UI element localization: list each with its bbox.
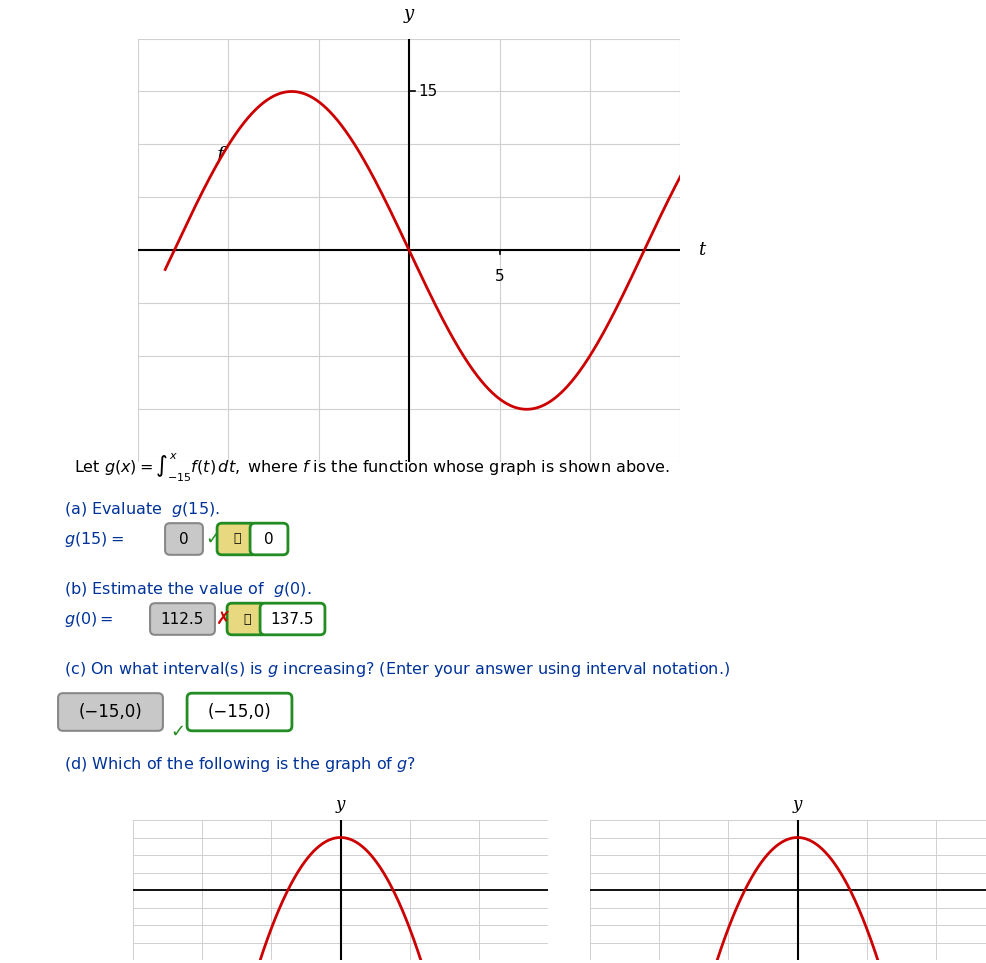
Text: 112.5: 112.5 [161, 612, 204, 627]
Text: Let $g(x) = \int_{-15}^{x} f(t)\,dt,$ where $f$ is the function whose graph is s: Let $g(x) = \int_{-15}^{x} f(t)\,dt,$ wh… [74, 452, 669, 484]
Text: f: f [216, 146, 223, 164]
Text: $g(15) = $: $g(15) = $ [64, 530, 124, 549]
Text: (−15,0): (−15,0) [208, 703, 271, 721]
Text: 0: 0 [179, 532, 188, 546]
Text: $g(0) = $: $g(0) = $ [64, 610, 113, 629]
Text: 0: 0 [264, 532, 274, 546]
Text: ✗: ✗ [216, 610, 231, 628]
Text: 5: 5 [495, 270, 505, 284]
Text: (d) Which of the following is the graph of $g$?: (d) Which of the following is the graph … [64, 755, 416, 774]
Text: ✓: ✓ [205, 530, 220, 548]
Text: (a) Evaluate  $g(15)$.: (a) Evaluate $g(15)$. [64, 500, 220, 519]
Text: y: y [793, 796, 803, 813]
Text: (−15,0): (−15,0) [79, 703, 142, 721]
Text: 🔑: 🔑 [234, 533, 241, 545]
Text: ✓: ✓ [170, 723, 185, 741]
Text: 🔑: 🔑 [244, 612, 250, 626]
Text: y: y [404, 5, 414, 22]
Text: (c) On what interval(s) is $g$ increasing? (Enter your answer using interval not: (c) On what interval(s) is $g$ increasin… [64, 660, 731, 679]
Text: 137.5: 137.5 [271, 612, 315, 627]
Text: y: y [336, 796, 345, 813]
Text: t: t [698, 242, 706, 259]
Text: (b) Estimate the value of  $g(0)$.: (b) Estimate the value of $g(0)$. [64, 580, 312, 599]
Text: 15: 15 [418, 84, 438, 99]
